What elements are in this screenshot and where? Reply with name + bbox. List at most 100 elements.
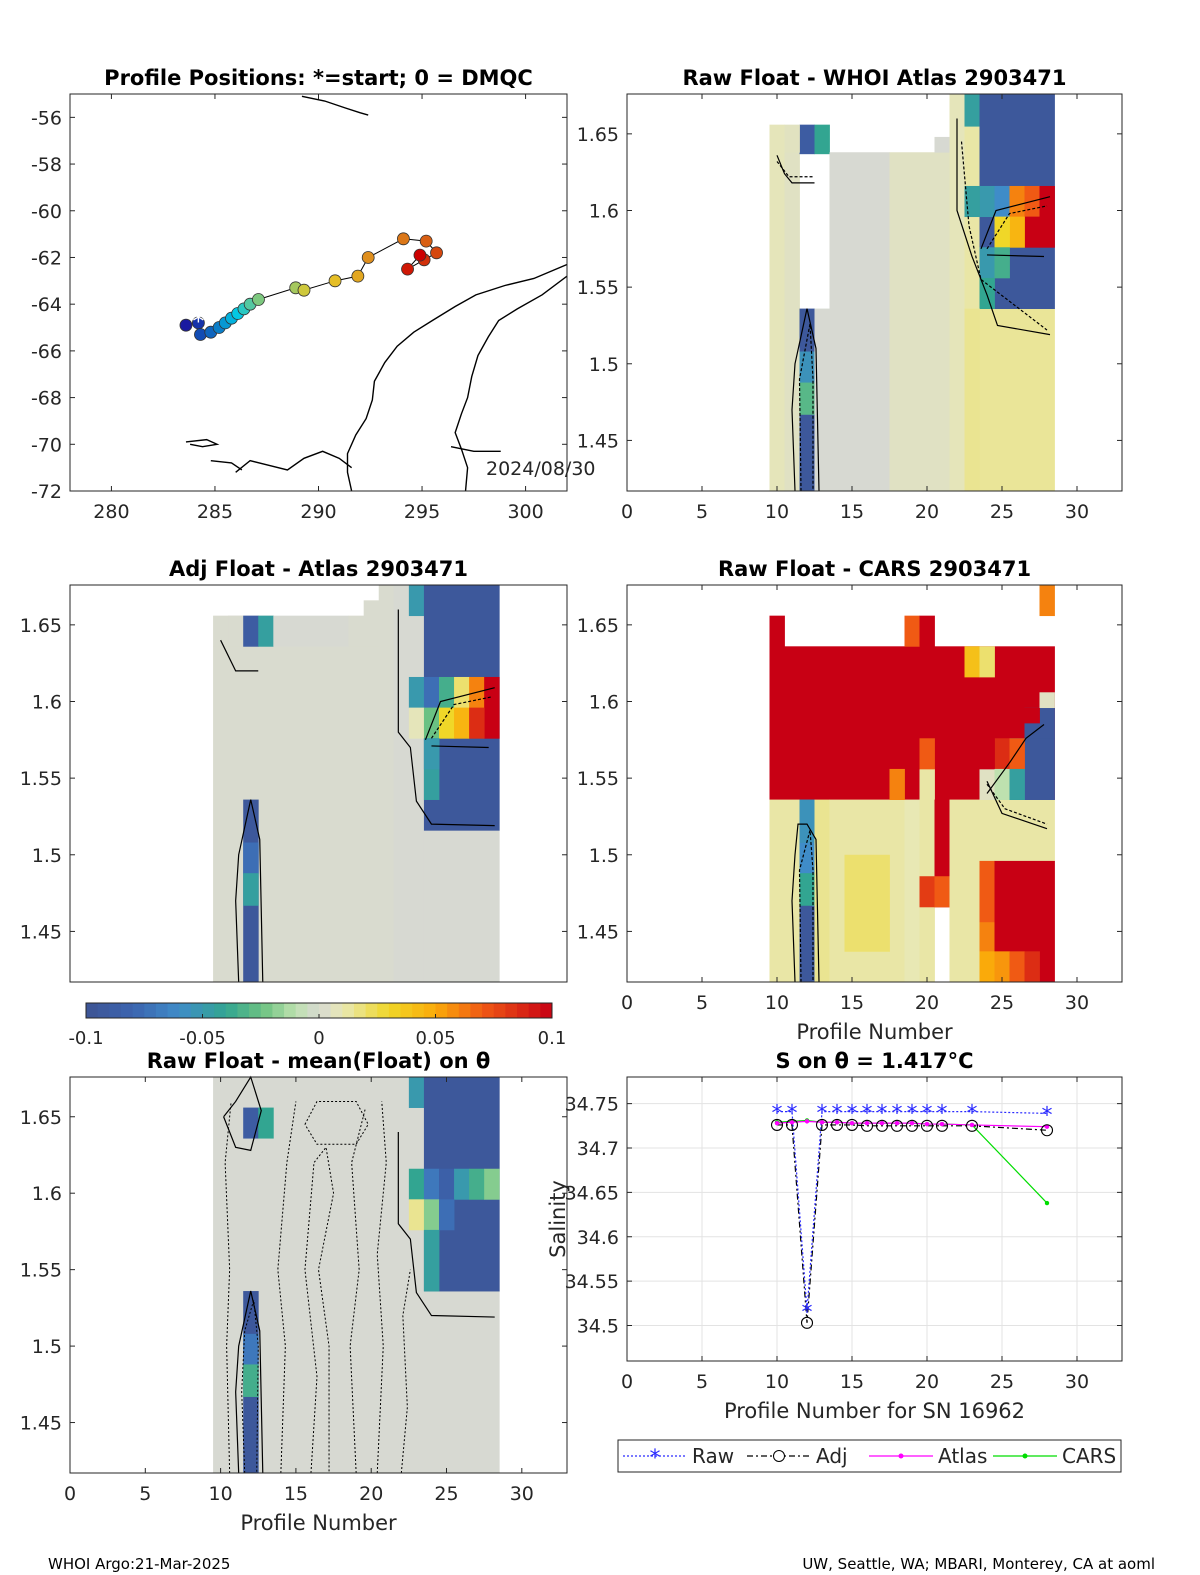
heatmap-cell [243, 842, 259, 874]
axes-box [626, 584, 1123, 983]
heatmap-cell [769, 799, 800, 983]
colorbar-segment [365, 1003, 378, 1018]
contour-line [235, 1290, 264, 1474]
adj-point [935, 1119, 949, 1132]
legend-marker: * [650, 1446, 661, 1471]
raw-point: * [862, 1102, 873, 1127]
colorbar-segment [517, 1003, 530, 1018]
atlas-point [1044, 1124, 1050, 1129]
y-tick-label: 34.6 [577, 1227, 619, 1249]
map-content: * [179, 95, 567, 491]
profile-position-marker [419, 234, 433, 248]
y-tick-label: 1.45 [577, 921, 619, 943]
y-tick-label: 34.5 [577, 1316, 619, 1338]
heatmap-cell [979, 738, 995, 770]
heatmap-cell [919, 876, 935, 908]
colorbar-segment [155, 1003, 169, 1018]
heatmap-cell [799, 799, 815, 843]
heatmap-cell [904, 799, 920, 983]
panel-title: Profile Positions: *=start; 0 = DMQC [104, 66, 533, 90]
colorbar-segment [493, 1003, 506, 1018]
coastline-peninsula-west [346, 263, 567, 491]
heatmap-cell [784, 124, 800, 153]
heatmap-cell [994, 247, 1010, 279]
colorbar-segment [225, 1003, 238, 1018]
colorbar-segment [132, 1003, 145, 1018]
contour-line [424, 687, 495, 741]
contour-line [349, 1108, 366, 1474]
heatmap-cell [1039, 585, 1055, 617]
x-tick-label: 25 [990, 992, 1014, 1014]
contour-line [220, 639, 259, 672]
contour-line [235, 799, 264, 983]
colorbar-segment [400, 1003, 413, 1018]
heatmap-cell [484, 1168, 500, 1200]
heatmap-cell [454, 676, 470, 709]
x-tick-label: 5 [139, 1483, 151, 1505]
y-tick-label: 1.5 [589, 845, 619, 867]
panel-title: Raw Float - mean(Float) on θ [147, 1049, 491, 1073]
x-tick-label: 20 [915, 992, 939, 1014]
heatmap-cell [1009, 951, 1025, 983]
x-tick-label: 30 [510, 1483, 534, 1505]
contour-line [304, 1100, 369, 1145]
adj-point [845, 1118, 859, 1131]
contour-line [241, 1300, 259, 1474]
contour-line [224, 1101, 232, 1474]
heatmap-cell [784, 152, 800, 492]
adj-point [860, 1119, 874, 1132]
coastline-south-america [301, 95, 369, 116]
colorbar-segment [307, 1003, 320, 1018]
footer-right: UW, Seattle, WA; MBARI, Monterey, CA at … [802, 1555, 1155, 1573]
heatmap-cell [1039, 185, 1055, 248]
contour-line [791, 308, 820, 492]
colorbar: -0.1 -0.05 0 0.05 0.1 [68, 1002, 566, 1049]
profile-position-marker [328, 274, 342, 288]
y-tick-label: 1.45 [20, 1413, 62, 1435]
x-tick-label: 25 [434, 1483, 458, 1505]
profile-positions-panel: * 2024/08/30 Profile Positions: *=start; 0… [31, 66, 596, 523]
colorbar-segment [97, 1003, 110, 1018]
y-tick-label: -58 [31, 154, 62, 176]
heatmap-cell [243, 1107, 259, 1139]
y-tick-label: -70 [31, 434, 62, 456]
coastline-island-2 [210, 459, 243, 471]
heatmap-cell [964, 185, 980, 218]
raw-point: * [907, 1102, 918, 1127]
colorbar-segment [202, 1003, 215, 1018]
atlas-point [789, 1120, 795, 1125]
heatmap-cell [408, 1077, 425, 1108]
heatmap-cell [393, 585, 410, 983]
heatmap-cell [769, 124, 785, 492]
y-tick-label: 1.65 [577, 615, 619, 637]
contour-line [223, 1075, 262, 1152]
x-tick-label: 0 [64, 1483, 76, 1505]
heatmap-cell [829, 152, 890, 492]
profile-position-marker [401, 262, 414, 276]
y-tick-label: -72 [31, 481, 62, 503]
legend-label: CARS [1062, 1444, 1116, 1468]
x-tick-label: 295 [404, 501, 440, 523]
heatmap-cell [799, 124, 815, 155]
heatmap-cell [438, 707, 455, 739]
atlas-point [819, 1120, 825, 1125]
colorbar-tick-label: -0.1 [68, 1028, 103, 1049]
contour-line [277, 1101, 297, 1474]
atlas-point [849, 1120, 855, 1126]
colorbar-tick-label: 0.05 [415, 1028, 455, 1049]
heatmap-cell [994, 216, 1010, 248]
heatmap-cell [1009, 768, 1025, 800]
y-tick-label: 1.5 [32, 845, 62, 867]
heatmap-cell [994, 185, 1010, 218]
panel-title: Raw Float - CARS 2903471 [718, 557, 1031, 581]
adj-point [1040, 1124, 1054, 1137]
colorbar-segment [330, 1003, 343, 1018]
profile-position-marker [430, 246, 443, 260]
profile-position-marker [413, 248, 427, 262]
adj-point [830, 1118, 844, 1131]
raw-point: * [967, 1102, 978, 1127]
legend-label: Raw [692, 1444, 734, 1468]
heatmap-cell [979, 951, 995, 983]
coastline-alexander-island [235, 450, 353, 473]
heatmap-cell [454, 1168, 470, 1200]
